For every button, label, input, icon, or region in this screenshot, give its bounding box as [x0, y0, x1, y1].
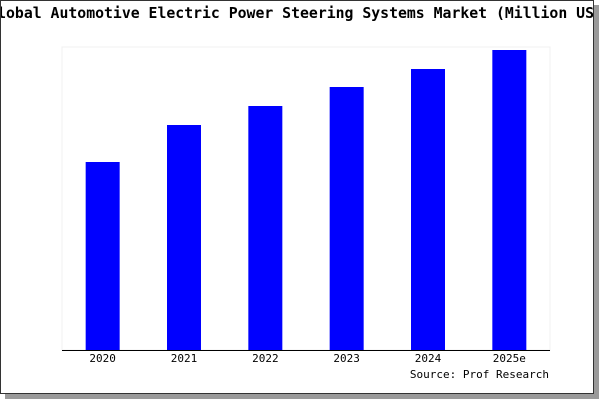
source-note: Source: Prof Research — [410, 368, 549, 381]
bar — [248, 106, 283, 350]
bar — [167, 125, 201, 350]
title-group: Global Automotive Electric Power Steerin… — [0, 5, 600, 22]
bar — [411, 69, 445, 350]
x-tick-label: 2022 — [252, 352, 279, 365]
x-tick-label: 2020 — [89, 352, 116, 365]
bar — [85, 162, 120, 350]
x-tick-label: 2025e — [493, 352, 526, 365]
x-tick-label: 2023 — [333, 352, 360, 365]
plot-area — [61, 46, 551, 351]
x-tick-label: 2021 — [171, 352, 198, 365]
bar — [492, 50, 527, 350]
x-tick-label: 2024 — [415, 352, 442, 365]
bar — [329, 87, 364, 350]
chart-title: Global Automotive Electric Power Steerin… — [0, 5, 600, 22]
